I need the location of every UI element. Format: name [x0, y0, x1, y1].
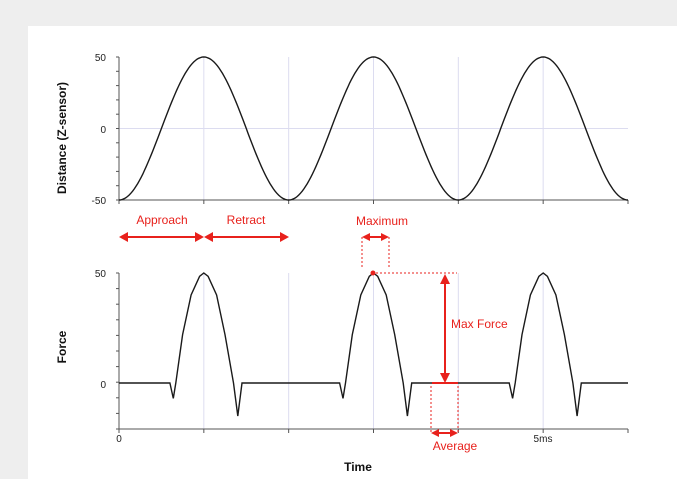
approach-arrowhead-right: [195, 232, 204, 242]
top-ytick-50: 50: [95, 53, 107, 64]
approach-label: Approach: [136, 213, 187, 227]
average-arrowhead-right: [450, 429, 458, 437]
top-ytick-neg50: -50: [92, 196, 107, 207]
bottom-ytick-50: 50: [95, 269, 107, 280]
top-ylabel: Distance (Z-sensor): [55, 82, 69, 194]
maximum-arrowhead-right: [381, 233, 389, 241]
axes: [116, 56, 629, 433]
max-force-arrowhead-top: [440, 274, 450, 284]
grid-lines: [119, 57, 628, 429]
xlabel: Time: [344, 460, 372, 474]
chart-panel: [28, 26, 677, 479]
xtick-0: 0: [116, 434, 122, 445]
maximum-arrowhead-left: [362, 233, 370, 241]
xtick-5ms: 5ms: [534, 434, 553, 445]
max-force-label: Max Force: [451, 317, 508, 331]
max-force-arrowhead-bottom: [440, 373, 450, 383]
approach-arrowhead-left: [119, 232, 128, 242]
annotations: Approach Retract Maximum Max Force: [119, 213, 508, 453]
peak-marker: [370, 270, 376, 276]
bottom-ylabel: Force: [55, 330, 69, 363]
average-label: Average: [433, 439, 478, 453]
top-ytick-0: 0: [100, 125, 106, 136]
retract-arrowhead-left: [204, 232, 213, 242]
distance-curve: [118, 56, 629, 201]
retract-label: Retract: [227, 213, 266, 227]
retract-arrowhead-right: [280, 232, 289, 242]
average-arrowhead-left: [431, 429, 439, 437]
bottom-ytick-0: 0: [100, 380, 106, 391]
force-curve: [119, 272, 628, 417]
maximum-label: Maximum: [356, 214, 408, 228]
